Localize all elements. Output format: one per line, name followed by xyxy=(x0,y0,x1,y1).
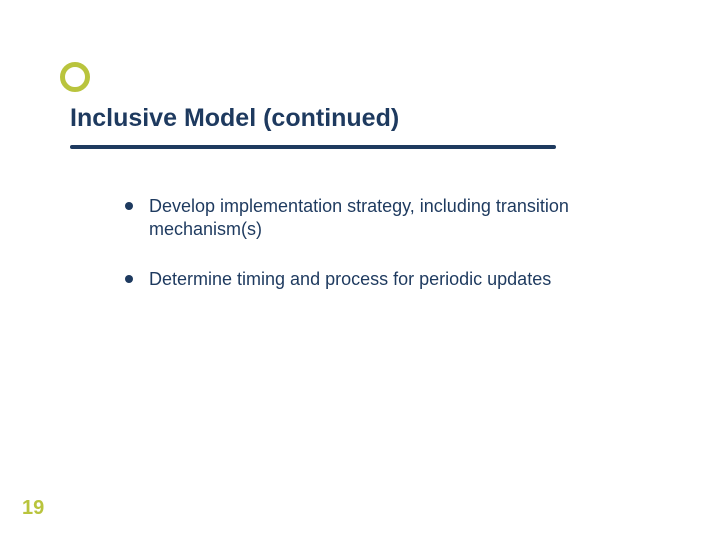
bullet-list: Develop implementation strategy, includi… xyxy=(125,195,660,319)
slide: Inclusive Model (continued) Develop impl… xyxy=(0,0,720,540)
bullet-text: Develop implementation strategy, includi… xyxy=(149,195,660,240)
accent-circle-icon xyxy=(60,62,90,92)
bullet-dot-icon xyxy=(125,275,133,283)
bullet-dot-icon xyxy=(125,202,133,210)
list-item: Determine timing and process for periodi… xyxy=(125,268,660,291)
title-block: Inclusive Model (continued) xyxy=(70,105,399,133)
slide-title: Inclusive Model (continued) xyxy=(70,105,399,133)
bullet-text: Determine timing and process for periodi… xyxy=(149,268,551,291)
page-number: 19 xyxy=(22,497,44,520)
title-underline xyxy=(70,145,556,149)
list-item: Develop implementation strategy, includi… xyxy=(125,195,660,240)
